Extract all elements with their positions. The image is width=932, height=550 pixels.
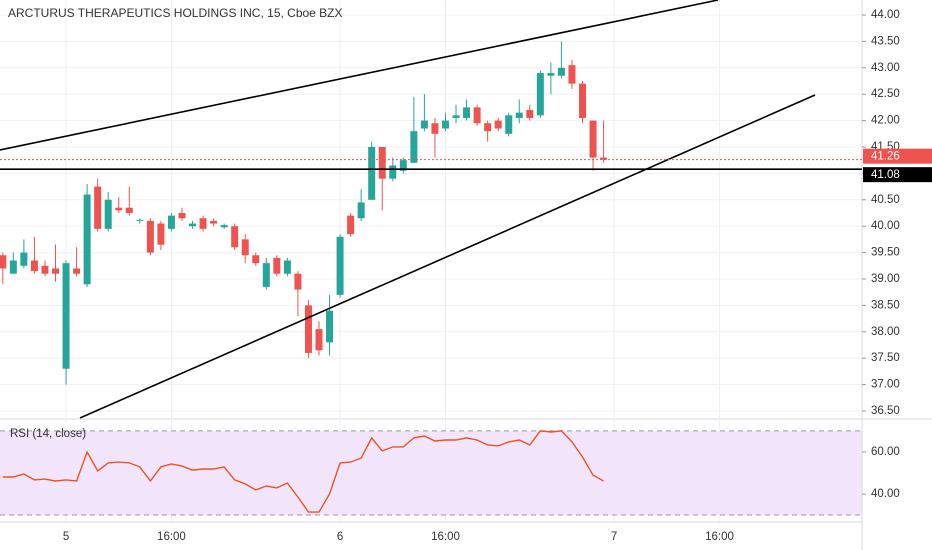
candle-body (473, 107, 481, 124)
y-tick-label: 42.00 (871, 115, 900, 127)
candle-body (283, 260, 291, 274)
x-tick-label: 5 (63, 531, 69, 543)
candle-body (262, 263, 270, 287)
candle-body (273, 257, 281, 274)
candle-body (252, 255, 260, 264)
y-tick-label: 40.50 (871, 194, 900, 206)
price-label: 41.26 (871, 151, 900, 163)
candle-body (167, 215, 175, 229)
candle-body (62, 263, 70, 369)
chart-title: ARCTURUS THERAPEUTICS HOLDINGS INC, 15, … (8, 6, 343, 20)
candle-body (579, 83, 586, 118)
y-tick-label: 40.00 (871, 220, 900, 232)
y-tick-label: 42.50 (871, 88, 900, 100)
candle-body (536, 73, 544, 116)
candle-body (336, 236, 344, 295)
candle-body (326, 310, 334, 343)
candle-body (431, 123, 439, 134)
candle-body (505, 115, 513, 134)
upper-trendline (0, 0, 719, 151)
candle-body (146, 220, 154, 253)
lower-trendline (79, 94, 816, 419)
candle-body (420, 120, 428, 129)
candle-body (547, 73, 555, 76)
x-tick-label: 16:00 (705, 531, 734, 543)
x-tick-label: 16:00 (157, 531, 186, 543)
y-tick-label: 38.00 (871, 326, 900, 338)
candle-body (557, 67, 565, 76)
y-tick-label: 38.50 (871, 299, 900, 311)
candle-body (125, 207, 133, 213)
y-tick-label: 37.50 (871, 352, 900, 364)
candle-body (452, 115, 460, 118)
x-tick-label: 16:00 (431, 531, 460, 543)
y-tick-label: 36.50 (871, 405, 900, 417)
candle-body (294, 273, 302, 290)
candle-body (83, 194, 91, 285)
candle-body (389, 165, 397, 179)
candle-body (589, 120, 597, 158)
rsi-title: RSI (14, close) (10, 428, 86, 440)
candle-body (9, 260, 17, 274)
y-tick-label: 43.50 (871, 35, 900, 47)
candle-body (0, 255, 7, 269)
candle-body (20, 252, 28, 266)
y-tick-label: 39.00 (871, 273, 900, 285)
candle-body (30, 260, 38, 272)
candle-body (157, 223, 165, 245)
rsi-band (0, 430, 862, 516)
candle-body (494, 120, 502, 129)
candle-body (568, 65, 576, 84)
y-tick-label: 43.00 (871, 62, 900, 74)
candle-body (368, 146, 376, 200)
candle-body (189, 223, 197, 227)
candle-body (315, 329, 323, 351)
candle-body (199, 218, 207, 229)
candle-body (515, 112, 523, 118)
candle-body (41, 265, 49, 274)
candle-body (347, 215, 355, 235)
candle-body (241, 239, 249, 256)
candle-body (52, 268, 59, 274)
candle-body (104, 199, 112, 229)
y-tick-label: 60.00 (871, 446, 900, 458)
background (0, 0, 862, 522)
y-tick-label: 39.50 (871, 247, 900, 259)
price-label: 41.08 (871, 169, 900, 181)
candle-body (115, 207, 123, 211)
candle-body (231, 226, 239, 248)
candle-body (220, 225, 228, 228)
y-tick-label: 44.00 (871, 9, 900, 21)
price-label-box (863, 167, 932, 183)
candle-body (410, 131, 418, 163)
candle-body (399, 160, 407, 171)
candle-body (94, 186, 102, 229)
candle-body (463, 107, 471, 118)
plot (0, 41, 608, 513)
y-tick-label: 37.00 (871, 379, 900, 391)
candle-body (73, 268, 81, 274)
candle-body (304, 305, 312, 353)
x-tick-label: 6 (337, 531, 343, 543)
candle-body (441, 120, 449, 129)
rsi-line (2, 430, 604, 513)
candle-body (484, 123, 492, 132)
x-tick-label: 7 (611, 531, 617, 543)
candle-body (210, 220, 218, 224)
candle-body (600, 157, 608, 160)
y-tick-label: 40.00 (871, 488, 900, 500)
candle-body (378, 146, 386, 179)
candle-body (357, 202, 365, 219)
price-label-box (863, 148, 932, 164)
candle-body (136, 219, 144, 221)
candle-body (526, 110, 534, 118)
candle-body (178, 212, 186, 219)
